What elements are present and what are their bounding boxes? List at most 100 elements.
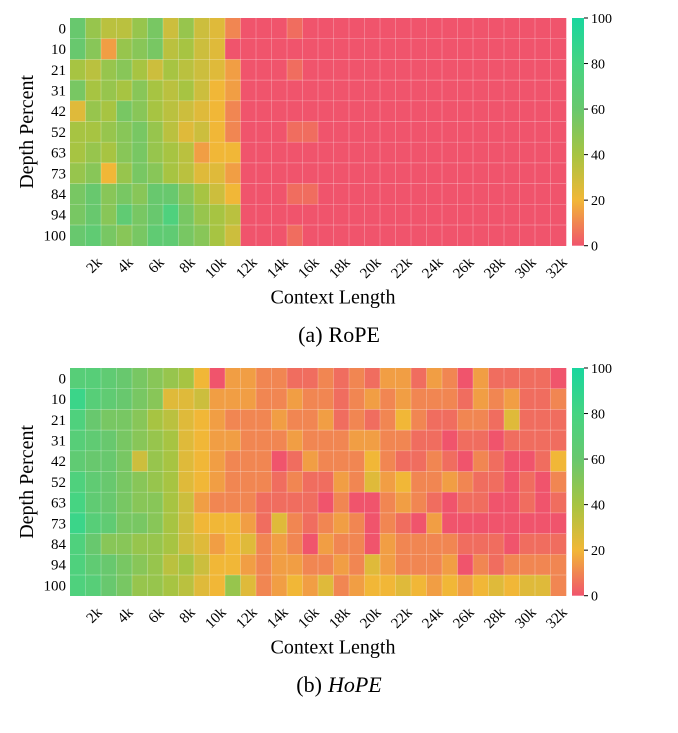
y-tick-label: 10	[51, 42, 66, 58]
heatmap-cell	[411, 512, 427, 534]
heatmap-cell	[426, 388, 443, 410]
y-tick-label: 84	[51, 187, 67, 203]
heatmap-cell	[426, 121, 443, 143]
heatmap-cell	[318, 183, 334, 205]
heatmap-cell	[318, 142, 334, 164]
heatmap-cell	[163, 368, 179, 389]
heatmap-cell	[333, 471, 350, 493]
heatmap-cell	[535, 492, 551, 514]
heatmap-cell	[504, 59, 520, 81]
heatmap-cell	[302, 471, 319, 493]
heatmap-cell	[349, 100, 365, 122]
heatmap-cell	[147, 100, 164, 122]
heatmap-cell	[411, 430, 427, 452]
heatmap-cell	[395, 100, 412, 122]
heatmap-cell	[380, 162, 396, 184]
heatmap-cell	[550, 80, 567, 102]
heatmap-cell	[163, 100, 179, 122]
heatmap-cell	[488, 430, 505, 452]
heatmap-cell	[550, 533, 567, 555]
heatmap-cell	[178, 409, 195, 431]
heatmap-cell	[457, 450, 474, 472]
heatmap-cell	[380, 512, 396, 534]
heatmap-cell	[256, 450, 272, 472]
heatmap-cell	[225, 554, 241, 576]
heatmap-cell	[364, 100, 381, 122]
heatmap-cell	[240, 533, 257, 555]
heatmap-cell	[550, 142, 567, 164]
heatmap-cell	[395, 388, 412, 410]
heatmap-cell	[209, 554, 226, 576]
heatmap-cell	[426, 183, 443, 205]
heatmap-cell	[147, 533, 164, 555]
heatmap-cell	[411, 368, 427, 389]
x-tick-label: 28k	[481, 254, 509, 282]
heatmap-cell	[349, 471, 365, 493]
heatmap-cell	[132, 409, 148, 431]
heatmap-cell	[101, 492, 117, 514]
heatmap-cell	[70, 142, 86, 164]
heatmap-cell	[302, 142, 319, 164]
x-tick-label: 8k	[177, 254, 199, 276]
heatmap-cell	[70, 388, 86, 410]
heatmap-cell	[333, 183, 350, 205]
heatmap-cell	[271, 183, 288, 205]
heatmap-cell	[411, 533, 427, 555]
heatmap-cell	[163, 18, 179, 39]
heatmap-cell	[116, 142, 133, 164]
heatmap-cell	[364, 225, 381, 246]
heatmap-cell	[132, 121, 148, 143]
heatmap-cell	[147, 162, 164, 184]
heatmap-cell	[85, 430, 102, 452]
heatmap-cell	[457, 183, 474, 205]
heatmap-cell	[519, 450, 536, 472]
heatmap-cell	[225, 121, 241, 143]
heatmap-cell	[411, 554, 427, 576]
y-tick-label: 0	[59, 371, 67, 387]
heatmap-cell	[132, 512, 148, 534]
heatmap-cell	[364, 533, 381, 555]
heatmap-cell	[457, 388, 474, 410]
heatmap-cell	[225, 409, 241, 431]
heatmap-cell	[101, 512, 117, 534]
heatmap-cell	[163, 59, 179, 81]
heatmap-cell	[473, 368, 489, 389]
heatmap-cell	[535, 368, 551, 389]
heatmap-cell	[194, 533, 210, 555]
heatmap-cell	[488, 204, 505, 226]
heatmap-cell	[473, 183, 489, 205]
heatmap-cell	[535, 121, 551, 143]
heatmap-cell	[519, 471, 536, 493]
heatmap-cell	[395, 225, 412, 246]
heatmap-cell	[101, 388, 117, 410]
heatmap-cell	[442, 38, 458, 60]
heatmap-cell	[318, 533, 334, 555]
colorbar-tick-label: 40	[591, 499, 605, 514]
heatmap-cell	[132, 38, 148, 60]
heatmap-cell	[380, 533, 396, 555]
heatmap-cell	[101, 59, 117, 81]
heatmap-cell	[302, 512, 319, 534]
heatmap-cell	[163, 471, 179, 493]
heatmap-cell	[550, 183, 567, 205]
y-tick-label: 94	[51, 558, 67, 574]
heatmap-cell	[132, 575, 148, 596]
heatmap-cell	[333, 554, 350, 576]
heatmap-cell	[85, 554, 102, 576]
heatmap-cell	[426, 100, 443, 122]
heatmap-cell	[426, 368, 443, 389]
heatmap-cell	[147, 409, 164, 431]
heatmap-cell	[132, 492, 148, 514]
heatmap-cell	[333, 368, 350, 389]
heatmap-cell	[349, 121, 365, 143]
heatmap-cell	[163, 554, 179, 576]
heatmap-cell	[209, 204, 226, 226]
x-tick-label: 10k	[202, 254, 230, 282]
heatmap-cell	[504, 450, 520, 472]
heatmap-cell	[442, 533, 458, 555]
heatmap-cell	[271, 575, 288, 596]
heatmap-cell	[240, 430, 257, 452]
heatmap-cell	[240, 554, 257, 576]
heatmap-cell	[364, 368, 381, 389]
x-tick-label: 24k	[419, 604, 447, 632]
